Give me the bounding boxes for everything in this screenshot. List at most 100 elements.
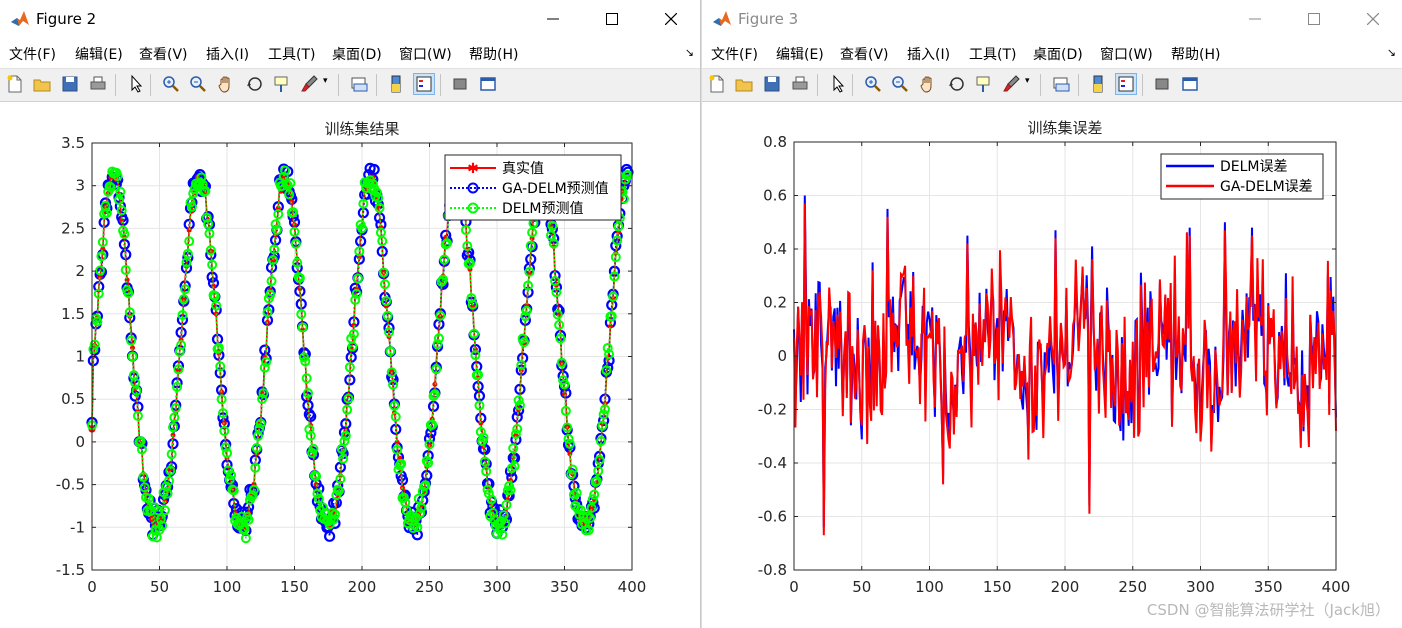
select-pointer-button[interactable]: [125, 73, 147, 95]
point-delm: [254, 423, 265, 434]
results-chart[interactable]: 0 50 100 150 200 250 300 350 400 -1.5 -1 -0.5 0 0.5 1 1…: [0, 102, 700, 628]
new-figure-button[interactable]: [706, 73, 728, 95]
show-plot-tools-button[interactable]: [1179, 73, 1201, 95]
data-cursor-button[interactable]: [973, 73, 995, 95]
menu-view[interactable]: 查看(V): [840, 47, 889, 63]
point-delm: [439, 254, 450, 265]
maximize-button[interactable]: [589, 0, 635, 38]
menu-help[interactable]: 帮助(H): [1171, 47, 1221, 63]
figure-toolbar: ▾: [0, 68, 700, 102]
menu-window[interactable]: 窗口(W): [399, 47, 452, 63]
menu-tools[interactable]: 工具(T): [969, 47, 1017, 63]
hide-plot-tools-button[interactable]: [449, 73, 471, 95]
colorbar-button[interactable]: [1087, 73, 1109, 95]
brush-dropdown-icon[interactable]: ▾: [323, 76, 328, 86]
point-delm: [93, 288, 104, 299]
point-delm: [170, 403, 181, 414]
menu-tools[interactable]: 工具(T): [268, 47, 316, 63]
link-plot-button[interactable]: [1050, 73, 1072, 95]
minimize-button[interactable]: [530, 0, 576, 38]
point-delm: [239, 523, 250, 534]
rotate-3d-button[interactable]: [244, 73, 266, 95]
menu-desktop[interactable]: 桌面(D): [332, 47, 382, 63]
title-bar[interactable]: Figure 3: [702, 0, 1402, 38]
point-delm: [467, 299, 478, 310]
pan-hand-button[interactable]: [215, 73, 237, 95]
colorbar-icon: [391, 75, 401, 93]
point-ga-delm: [324, 530, 336, 542]
point-delm: [562, 422, 573, 433]
point-true: [175, 367, 181, 373]
point-delm: [424, 439, 435, 450]
point-delm: [258, 388, 269, 399]
brush-button[interactable]: ▾: [299, 73, 328, 95]
point-delm: [470, 350, 481, 361]
point-delm: [174, 346, 185, 357]
point-delm: [153, 505, 164, 516]
zoom-in-button[interactable]: [862, 73, 884, 95]
show-plot-tools-button[interactable]: [477, 73, 499, 95]
legend-button[interactable]: [413, 73, 435, 95]
error-chart[interactable]: 0 50 100 150 200 250 300 350 400 -0.8 -0.6 -0.4 -0.2…: [702, 102, 1402, 628]
colorbar-button[interactable]: [385, 73, 407, 95]
series-line-ga-delm-error: [793, 203, 1337, 536]
open-file-button[interactable]: [31, 73, 53, 95]
y-tick-label: 1.5: [61, 305, 85, 323]
point-delm: [462, 241, 473, 252]
menu-insert[interactable]: 插入(I): [907, 47, 951, 63]
zoom-out-button[interactable]: [187, 73, 209, 95]
zoom-in-button[interactable]: [160, 73, 182, 95]
toolbar-separator: [440, 74, 441, 96]
menu-desktop[interactable]: 桌面(D): [1033, 47, 1083, 63]
print-button[interactable]: [789, 73, 811, 95]
legend-button[interactable]: [1115, 73, 1137, 95]
print-button[interactable]: [87, 73, 109, 95]
menu-help[interactable]: 帮助(H): [469, 47, 519, 63]
close-button[interactable]: [648, 0, 694, 38]
new-figure-button[interactable]: [4, 73, 26, 95]
point-delm: [124, 307, 135, 318]
point-delm: [228, 485, 239, 496]
open-file-button[interactable]: [733, 73, 755, 95]
point-delm: [486, 494, 497, 505]
menu-overflow-icon[interactable]: ↘: [684, 46, 694, 59]
zoom-out-button[interactable]: [889, 73, 911, 95]
point-delm: [552, 309, 563, 320]
save-button[interactable]: [59, 73, 81, 95]
legend[interactable]: ✱ 真实值 GA-DELM预测值 DELM预测值: [444, 154, 622, 221]
link-plot-button[interactable]: [348, 73, 370, 95]
save-button[interactable]: [761, 73, 783, 95]
maximize-button[interactable]: [1291, 0, 1337, 38]
brush-dropdown-icon[interactable]: ▾: [1025, 76, 1030, 86]
pan-hand-button[interactable]: [917, 73, 939, 95]
menu-overflow-icon[interactable]: ↘: [1386, 46, 1396, 59]
data-cursor-button[interactable]: [271, 73, 293, 95]
minimize-button[interactable]: [1232, 0, 1278, 38]
link-plot-icon: [351, 77, 368, 92]
rotate-3d-button[interactable]: [946, 73, 968, 95]
point-delm: [396, 458, 407, 469]
menu-file[interactable]: 文件(F): [9, 47, 56, 63]
point-delm: [339, 436, 350, 447]
point-delm: [386, 367, 397, 378]
menu-view[interactable]: 查看(V): [139, 47, 188, 63]
menu-edit[interactable]: 编辑(E): [776, 47, 824, 63]
open-file-icon: [33, 79, 51, 92]
menu-window[interactable]: 窗口(W): [1100, 47, 1153, 63]
toolbar-separator: [852, 74, 853, 96]
point-delm: [249, 484, 259, 495]
title-bar[interactable]: Figure 2: [0, 0, 700, 38]
x-tick-label: 250: [415, 578, 444, 596]
legend[interactable]: DELM误差 GA-DELM误差: [1160, 153, 1324, 200]
point-delm: [213, 342, 224, 353]
menu-file[interactable]: 文件(F): [711, 47, 758, 63]
open-file-icon: [735, 79, 753, 92]
point-delm: [419, 481, 430, 492]
brush-button[interactable]: ▾: [1001, 73, 1030, 95]
menu-insert[interactable]: 插入(I): [206, 47, 250, 63]
menu-edit[interactable]: 编辑(E): [75, 47, 123, 63]
hide-plot-tools-button[interactable]: [1151, 73, 1173, 95]
point-delm: [438, 274, 448, 285]
select-pointer-button[interactable]: [827, 73, 849, 95]
close-button[interactable]: [1350, 0, 1396, 38]
